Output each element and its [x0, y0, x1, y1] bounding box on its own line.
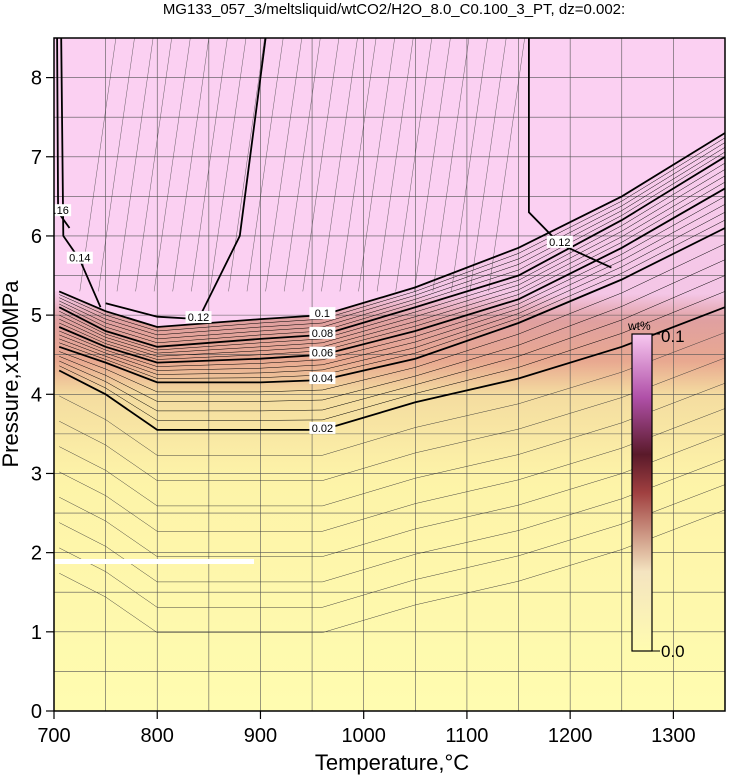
contour-label: 0.12 [188, 312, 209, 324]
data-gap-band [54, 559, 254, 564]
y-tick-label: 5 [31, 305, 42, 327]
contour-minor [59, 243, 725, 393]
y-tick-label: 1 [31, 622, 42, 644]
x-axis: 700 800 900 1000 1100 1200 1300 [37, 711, 696, 747]
contour-minor [59, 275, 725, 412]
contour-label: 0.02 [312, 423, 333, 435]
plot-frame [53, 37, 726, 712]
contour-lines: 0.02 0.04 0.06 0.08 0.1 0.12 0.12 0.14 0.16 [47, 38, 725, 633]
contour-minor [432, 38, 470, 292]
contour-minor [59, 408, 725, 532]
contour-minor [59, 382, 725, 507]
contour-minor [59, 509, 725, 633]
contour-minor [59, 484, 725, 608]
y-tick-label: 7 [31, 147, 42, 169]
contour-minor [98, 38, 135, 292]
x-tick-label: 1000 [341, 725, 386, 747]
contour-minor [59, 259, 725, 402]
colorbar-min-label: 0.0 [661, 642, 685, 661]
y-tick-label: 0 [31, 701, 42, 723]
grid-lines [54, 38, 725, 711]
colorbar-unit: wt% [627, 319, 651, 333]
plot-area: 0.02 0.04 0.06 0.08 0.1 0.12 0.12 0.14 0.16 [47, 38, 725, 711]
contour-label-bg [309, 421, 336, 434]
x-tick-label: 700 [37, 725, 70, 747]
y-tick-label: 6 [31, 226, 42, 248]
colorbar-max-label: 0.1 [661, 327, 685, 346]
contour-minor [59, 211, 725, 375]
x-tick-label: 800 [141, 725, 174, 747]
colorbar: wt% 0.1 0.0 [627, 319, 685, 661]
contour-label-bg [309, 372, 336, 385]
contour-minor [59, 142, 725, 336]
contour-label-bg [546, 235, 573, 248]
x-tick-label: 1100 [445, 725, 488, 747]
x-tick-label: 1300 [651, 725, 696, 747]
contour-minor [209, 38, 247, 292]
y-axis: 0 1 2 3 4 5 6 7 8 [31, 68, 54, 723]
contour-minor [59, 332, 725, 456]
contour-label: 0.16 [47, 205, 68, 217]
contour-minor [246, 38, 284, 292]
y-tick-label: 2 [31, 543, 42, 565]
contour-minor [79, 38, 117, 292]
contour-label: 0.12 [549, 237, 570, 249]
y-tick-label: 3 [31, 463, 42, 485]
x-tick-label: 1200 [548, 725, 593, 747]
contour-minor [228, 38, 265, 292]
contour-label: 0.1 [315, 308, 330, 320]
contour-minor [284, 38, 321, 292]
contour-minor [59, 196, 725, 367]
contour-minor [358, 38, 395, 292]
contour-label: 0.06 [312, 348, 333, 360]
chart-title: MG133_057_3/meltsliquid/wtCO2/H2O_8.0_C0… [163, 1, 625, 18]
y-axis-title: Pressure,x100MPa [0, 280, 23, 468]
x-axis-title: Temperature,°C [315, 750, 469, 775]
y-tick-label: 4 [31, 384, 42, 406]
colorbar-gradient [631, 333, 653, 652]
contour-minor [59, 458, 725, 583]
y-tick-label: 8 [31, 68, 42, 90]
contour-minor [59, 204, 725, 371]
contour-minor [153, 38, 191, 292]
contour-minor [339, 38, 377, 292]
contour-minor [135, 38, 172, 292]
contour-major [60, 38, 102, 308]
contour-minor [302, 38, 340, 292]
contour-label: 0.04 [312, 373, 333, 385]
contour-label: 0.14 [69, 253, 90, 265]
contour-label-bg [309, 326, 336, 339]
contour-minor [116, 38, 154, 292]
contour-minor [395, 38, 432, 292]
contour-label-bg [185, 311, 212, 324]
contour-minor [451, 38, 488, 292]
contour-minor [59, 357, 725, 481]
contour-minor [59, 433, 725, 557]
contour-minor [59, 169, 725, 354]
contour-minor [376, 38, 414, 292]
contour-label: 0.08 [312, 328, 333, 340]
contour-minor [59, 291, 725, 421]
contour-minor [469, 38, 507, 292]
contour-minor [172, 38, 209, 292]
x-tick-label: 900 [244, 725, 277, 747]
contour-label-bg [309, 307, 336, 320]
contour-minor [321, 38, 358, 292]
contour-minor [191, 38, 228, 292]
contour-label-bg [54, 204, 72, 217]
contour-minor [265, 38, 302, 292]
high-co2-region [54, 38, 725, 327]
contour-major [528, 38, 612, 269]
contour-label-bg [66, 251, 93, 264]
contour-minor [488, 38, 525, 292]
contour-label-bg [309, 346, 336, 359]
contour-minor [414, 38, 451, 292]
